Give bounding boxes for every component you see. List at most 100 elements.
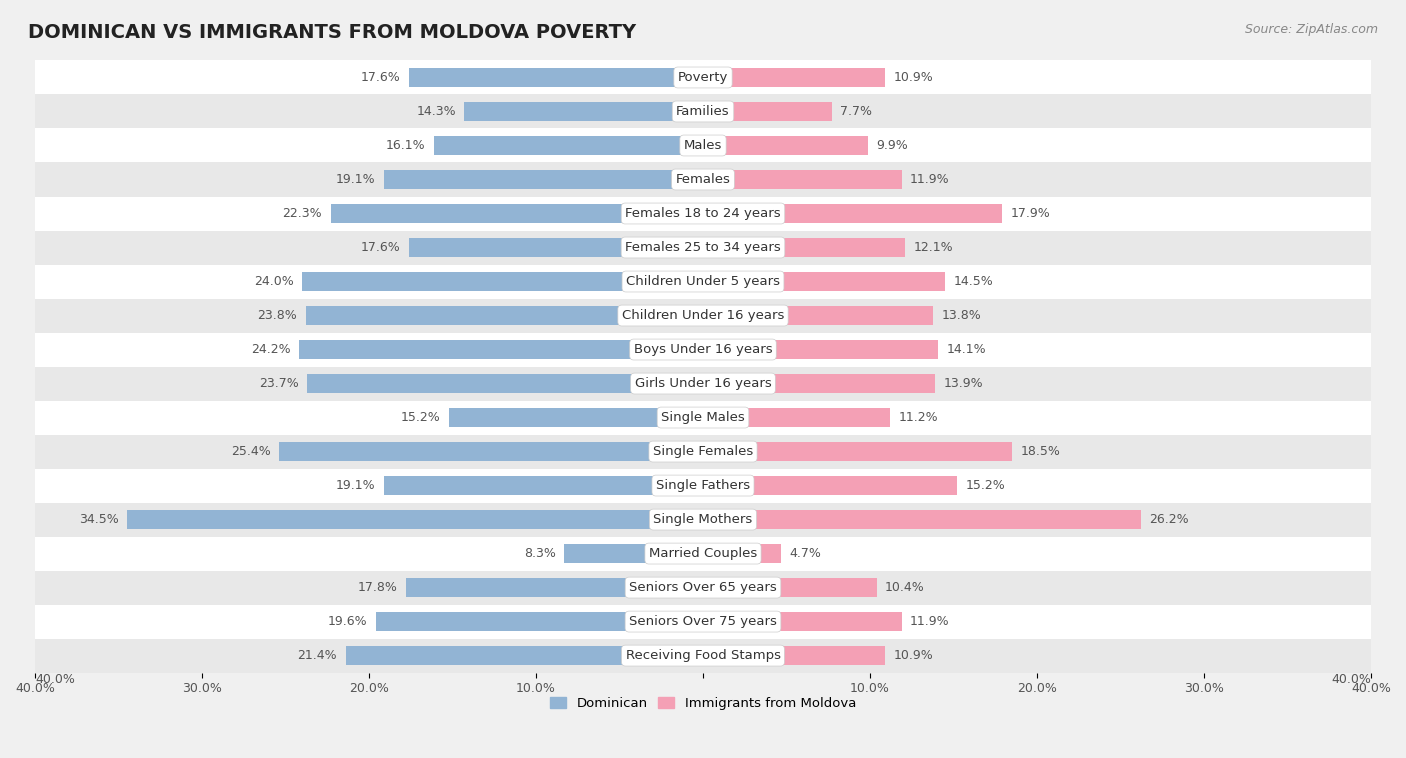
Bar (35, 196, 1371, 230)
Bar (703, 136, 869, 155)
Bar (703, 476, 957, 495)
Bar (35, 129, 1371, 162)
Text: 15.2%: 15.2% (965, 479, 1005, 492)
Bar (35, 638, 1371, 672)
Text: 13.8%: 13.8% (942, 309, 981, 322)
Text: 17.6%: 17.6% (361, 241, 401, 254)
Text: Seniors Over 75 years: Seniors Over 75 years (628, 615, 778, 628)
Text: 22.3%: 22.3% (283, 207, 322, 220)
Text: 10.9%: 10.9% (893, 71, 934, 84)
Bar (384, 476, 703, 495)
Bar (703, 170, 901, 189)
Bar (406, 578, 703, 597)
Bar (35, 333, 1371, 367)
Text: 8.3%: 8.3% (524, 547, 555, 560)
Bar (35, 605, 1371, 638)
Text: 40.0%: 40.0% (1331, 672, 1371, 685)
Text: Poverty: Poverty (678, 71, 728, 84)
Bar (35, 537, 1371, 571)
Text: 14.5%: 14.5% (953, 275, 993, 288)
Bar (307, 374, 703, 393)
Text: 26.2%: 26.2% (1149, 513, 1188, 526)
Bar (434, 136, 703, 155)
Bar (35, 468, 1371, 503)
Bar (409, 68, 703, 87)
Bar (299, 340, 703, 359)
Text: 11.9%: 11.9% (910, 173, 949, 186)
Bar (346, 647, 703, 665)
Bar (35, 230, 1371, 265)
Text: Source: ZipAtlas.com: Source: ZipAtlas.com (1244, 23, 1378, 36)
Text: 40.0%: 40.0% (35, 672, 75, 685)
Bar (35, 434, 1371, 468)
Text: Girls Under 16 years: Girls Under 16 years (634, 377, 772, 390)
Bar (703, 510, 1140, 529)
Text: 17.9%: 17.9% (1011, 207, 1050, 220)
Bar (703, 204, 1002, 223)
Text: Children Under 16 years: Children Under 16 years (621, 309, 785, 322)
Text: 19.1%: 19.1% (336, 479, 375, 492)
Bar (703, 68, 884, 87)
Bar (305, 306, 703, 325)
Text: 14.1%: 14.1% (946, 343, 987, 356)
Text: 14.3%: 14.3% (416, 105, 456, 118)
Text: 12.1%: 12.1% (914, 241, 953, 254)
Bar (449, 409, 703, 427)
Text: 34.5%: 34.5% (79, 513, 118, 526)
Text: Females: Females (675, 173, 731, 186)
Text: 9.9%: 9.9% (877, 139, 908, 152)
Text: 24.2%: 24.2% (250, 343, 291, 356)
Bar (703, 612, 901, 631)
Bar (703, 306, 934, 325)
Text: Families: Families (676, 105, 730, 118)
Text: 21.4%: 21.4% (298, 649, 337, 662)
Bar (703, 238, 905, 257)
Text: 19.6%: 19.6% (328, 615, 367, 628)
Bar (703, 578, 877, 597)
Bar (302, 272, 703, 291)
Text: Females 18 to 24 years: Females 18 to 24 years (626, 207, 780, 220)
Bar (703, 340, 938, 359)
Text: Males: Males (683, 139, 723, 152)
Text: 18.5%: 18.5% (1021, 445, 1060, 458)
Bar (703, 272, 945, 291)
Bar (703, 374, 935, 393)
Bar (564, 544, 703, 563)
Text: 16.1%: 16.1% (387, 139, 426, 152)
Text: DOMINICAN VS IMMIGRANTS FROM MOLDOVA POVERTY: DOMINICAN VS IMMIGRANTS FROM MOLDOVA POV… (28, 23, 637, 42)
Text: Boys Under 16 years: Boys Under 16 years (634, 343, 772, 356)
Text: Single Mothers: Single Mothers (654, 513, 752, 526)
Text: 10.9%: 10.9% (893, 649, 934, 662)
Bar (278, 442, 703, 461)
Bar (35, 265, 1371, 299)
Bar (35, 400, 1371, 434)
Bar (35, 503, 1371, 537)
Text: Married Couples: Married Couples (650, 547, 756, 560)
Text: 7.7%: 7.7% (839, 105, 872, 118)
Text: Females 25 to 34 years: Females 25 to 34 years (626, 241, 780, 254)
Text: 4.7%: 4.7% (790, 547, 821, 560)
Text: 13.9%: 13.9% (943, 377, 983, 390)
Text: 17.6%: 17.6% (361, 71, 401, 84)
Legend: Dominican, Immigrants from Moldova: Dominican, Immigrants from Moldova (544, 691, 862, 715)
Text: 23.7%: 23.7% (259, 377, 299, 390)
Bar (35, 367, 1371, 400)
Bar (35, 61, 1371, 95)
Bar (464, 102, 703, 121)
Bar (703, 544, 782, 563)
Bar (703, 647, 884, 665)
Bar (703, 409, 890, 427)
Bar (127, 510, 703, 529)
Bar (703, 442, 1012, 461)
Text: Single Males: Single Males (661, 411, 745, 424)
Bar (409, 238, 703, 257)
Bar (375, 612, 703, 631)
Text: Seniors Over 65 years: Seniors Over 65 years (628, 581, 778, 594)
Bar (35, 95, 1371, 129)
Bar (703, 102, 831, 121)
Text: 11.9%: 11.9% (910, 615, 949, 628)
Text: 17.8%: 17.8% (357, 581, 398, 594)
Text: Receiving Food Stamps: Receiving Food Stamps (626, 649, 780, 662)
Text: 19.1%: 19.1% (336, 173, 375, 186)
Text: 10.4%: 10.4% (884, 581, 925, 594)
